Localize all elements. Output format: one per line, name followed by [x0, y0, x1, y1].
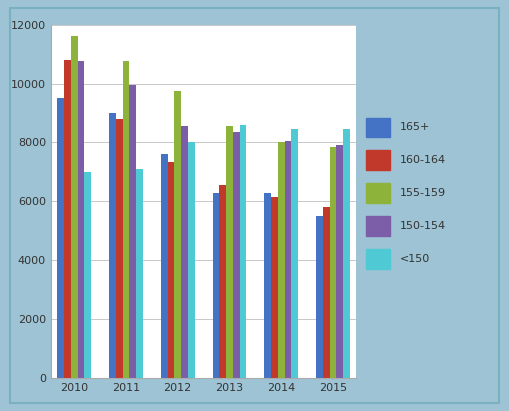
- Bar: [366, 249, 390, 269]
- Text: 155-159: 155-159: [400, 188, 446, 198]
- Bar: [264, 192, 271, 378]
- Bar: [84, 172, 91, 378]
- Bar: [175, 91, 181, 378]
- Bar: [161, 154, 167, 378]
- Bar: [167, 162, 175, 378]
- Bar: [123, 62, 129, 378]
- Bar: [316, 216, 323, 378]
- Bar: [181, 126, 188, 378]
- Bar: [240, 125, 246, 378]
- Bar: [343, 129, 350, 378]
- Bar: [323, 207, 330, 378]
- Bar: [278, 143, 285, 378]
- Text: 160-164: 160-164: [400, 155, 446, 165]
- Bar: [366, 216, 390, 236]
- Bar: [116, 119, 123, 378]
- Bar: [109, 113, 116, 378]
- Bar: [136, 169, 143, 378]
- Text: 150-154: 150-154: [400, 221, 446, 231]
- Bar: [58, 98, 64, 378]
- Bar: [226, 126, 233, 378]
- Bar: [129, 85, 136, 378]
- Bar: [77, 62, 84, 378]
- Bar: [233, 132, 240, 378]
- Bar: [291, 129, 298, 378]
- Bar: [271, 197, 278, 378]
- Bar: [366, 150, 390, 170]
- Text: 165+: 165+: [400, 122, 430, 132]
- Text: <150: <150: [400, 254, 430, 264]
- Bar: [64, 60, 71, 378]
- Bar: [213, 192, 219, 378]
- Bar: [219, 185, 226, 378]
- Bar: [330, 147, 336, 378]
- Bar: [71, 37, 77, 378]
- Bar: [188, 143, 194, 378]
- Bar: [366, 183, 390, 203]
- Bar: [285, 141, 291, 378]
- Bar: [336, 145, 343, 378]
- Bar: [366, 118, 390, 137]
